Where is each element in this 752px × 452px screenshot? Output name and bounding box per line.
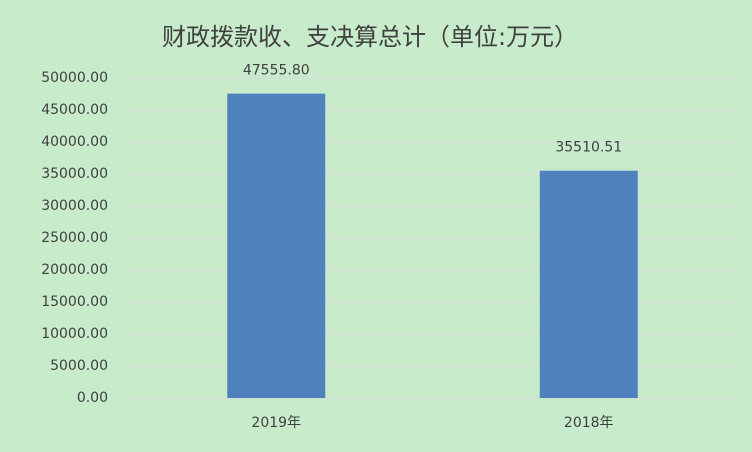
y-tick-label: 15000.00 [41,294,108,310]
y-tick-label: 0.00 [77,390,108,406]
y-tick-label: 20000.00 [41,262,108,278]
bar [539,170,638,398]
data-label: 47555.80 [243,63,310,79]
bar [227,93,326,398]
y-tick-label: 25000.00 [41,230,108,246]
data-label: 35510.51 [555,140,622,156]
y-tick-label: 45000.00 [41,102,108,118]
y-tick-label: 30000.00 [41,198,108,214]
x-tick-label: 2018年 [564,415,614,431]
y-tick-label: 5000.00 [50,358,108,374]
y-tick-label: 50000.00 [41,70,108,86]
x-tick-label: 2019年 [251,415,301,431]
chart-title: 财政拨款收、支决算总计（单位:万元） [162,23,578,51]
y-tick-label: 10000.00 [41,326,108,342]
y-tick-label: 35000.00 [41,166,108,182]
y-tick-label: 40000.00 [41,134,108,150]
